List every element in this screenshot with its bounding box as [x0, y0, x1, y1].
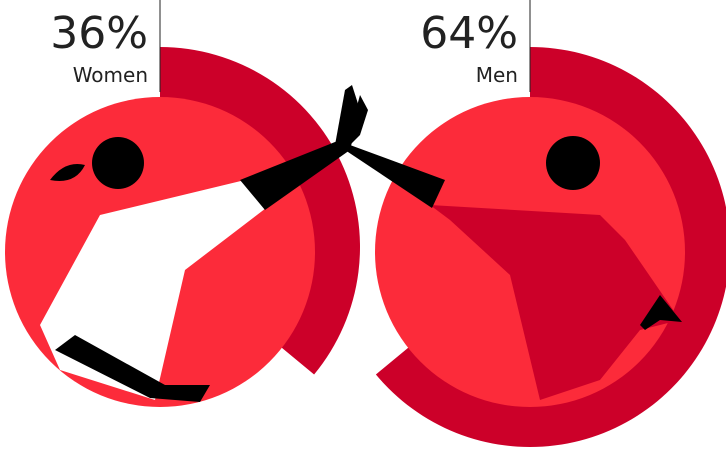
women-figure	[40, 85, 360, 402]
category-label: Women	[73, 63, 148, 87]
label-bg	[531, 0, 726, 46]
men-figure	[345, 95, 682, 400]
category-label: Men	[476, 63, 518, 87]
label-bg	[161, 0, 361, 46]
value-label: 64%	[420, 8, 518, 59]
value-label: 36%	[50, 8, 148, 59]
